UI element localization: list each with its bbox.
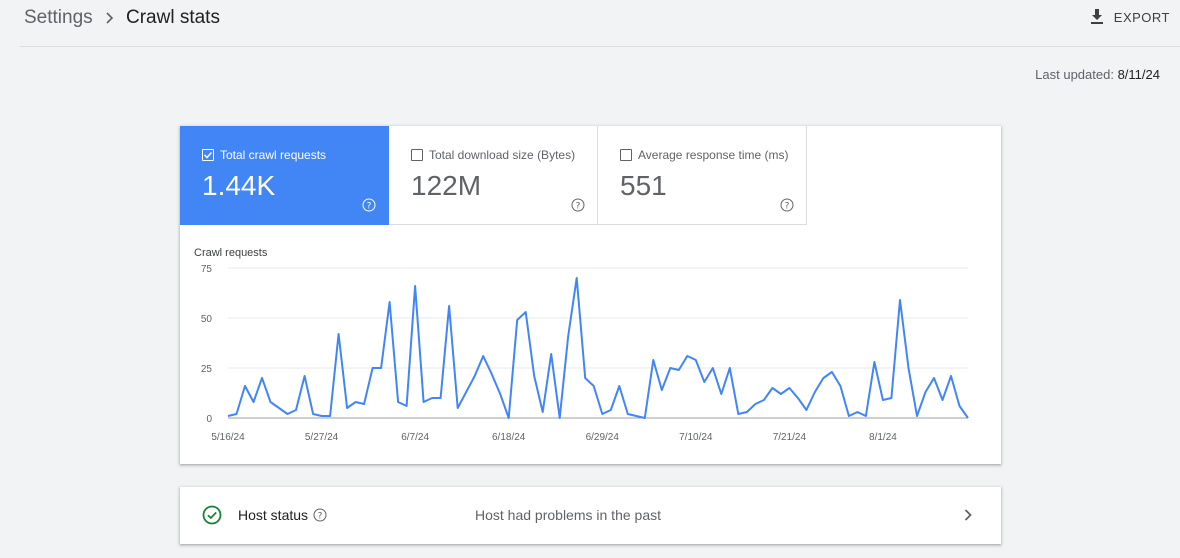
y-tick-label: 75 [201,264,213,275]
x-tick-label: 7/21/24 [773,432,807,443]
chart-title: Crawl requests [194,247,268,259]
host-status-label: Host status [238,507,309,523]
metric-value: 122M [411,170,482,201]
check-icon [203,151,213,159]
export-button[interactable]: EXPORT [1088,8,1170,26]
metric-label-row: Average response time (ms) [620,148,789,162]
help-icon[interactable]: ? [780,198,794,212]
metric-label: Average response time (ms) [638,148,789,162]
last-updated: Last updated: 8/11/24 [1035,67,1160,82]
export-label: EXPORT [1113,9,1170,25]
metric-label-row: Total download size (Bytes) [411,148,575,162]
series-line [227,277,969,419]
breadcrumb-settings[interactable]: Settings [24,7,93,28]
crawl-requests-chart: Crawl requests 75 50 25 0 5/16/24 5/27/24 6/7… [180,225,1001,464]
x-tick-label: 8/1/24 [869,432,897,443]
last-updated-label: Last updated: [1035,67,1114,82]
svg-text:?: ? [576,202,581,212]
y-tick-label: 50 [201,314,213,325]
y-tick-label: 0 [206,414,212,425]
x-tick-label: 6/29/24 [586,432,620,443]
help-icon[interactable]: ? [313,508,327,522]
metric-label-row: Total crawl requests [202,148,326,162]
metric-average-response-time[interactable]: Average response time (ms) 551 ? [598,126,807,225]
checkbox-unchecked[interactable] [620,149,632,161]
x-axis-ticks: 5/16/24 5/27/24 6/7/24 6/18/24 6/29/24 7/10/2… [211,432,897,443]
y-axis-ticks: 75 50 25 0 [201,264,213,425]
help-icon[interactable]: ? [362,198,376,212]
chevron-right-icon [964,509,972,521]
metric-label: Total crawl requests [220,148,327,162]
metric-total-crawl-requests[interactable]: Total crawl requests 1.44K ? [180,126,389,225]
help-icon[interactable]: ? [571,198,585,212]
check-circle-icon [202,505,222,525]
download-icon [1090,9,1103,24]
metric-label: Total download size (Bytes) [429,148,576,162]
metric-total-download-size[interactable]: Total download size (Bytes) 122M ? [389,126,598,225]
crawl-stats-card: Total crawl requests 1.44K ? Total downl… [180,126,1001,464]
x-tick-label: 6/18/24 [492,432,526,443]
host-status-row[interactable]: Host status ? Host had problems in the p… [180,487,1001,544]
checkbox-unchecked[interactable] [411,149,423,161]
svg-text:?: ? [318,512,323,522]
x-tick-label: 6/7/24 [401,432,429,443]
x-tick-label: 5/16/24 [211,432,245,443]
host-status-message: Host had problems in the past [475,507,661,523]
last-updated-date: 8/11/24 [1117,67,1160,82]
metric-value: 1.44K [202,170,276,201]
line-chart: Crawl requests 75 50 25 0 5/16/24 5/27/24 6/7… [194,247,969,443]
svg-text:?: ? [785,202,790,212]
metric-value: 551 [620,170,667,201]
checkbox-checked[interactable] [202,149,214,161]
y-tick-label: 25 [201,364,213,375]
top-bar: Settings Crawl stats EXPORT [20,0,1180,47]
page-title: Crawl stats [126,7,220,28]
x-tick-label: 7/10/24 [679,432,713,443]
svg-text:?: ? [367,202,372,212]
x-tick-label: 5/27/24 [305,432,339,443]
series-layer [227,277,969,419]
chart-grid [228,267,968,419]
chevron-right-icon [106,12,114,24]
